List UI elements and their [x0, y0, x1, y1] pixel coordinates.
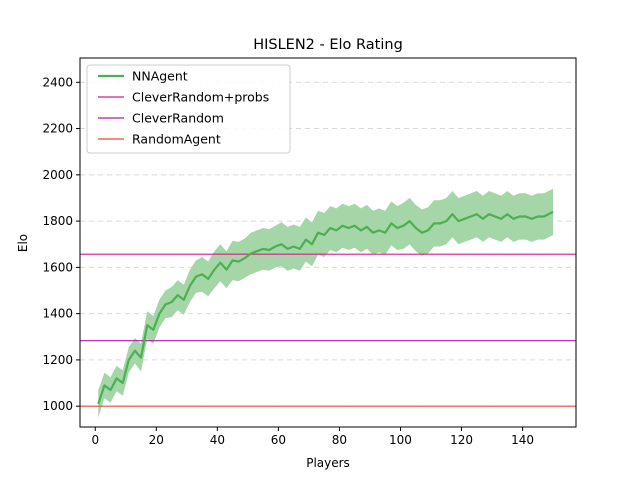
nnagent-band: [98, 188, 554, 418]
x-tick-label: 120: [450, 433, 473, 447]
plot-frame: [79, 57, 577, 428]
x-tick-label: 40: [210, 433, 225, 447]
y-tick-label: 2400: [42, 75, 73, 89]
y-axis-label: Elo: [16, 234, 30, 252]
y-tick-label: 2000: [42, 168, 73, 182]
x-tick-label: 80: [332, 433, 347, 447]
legend-label: CleverRandom: [132, 111, 224, 126]
y-tick-label: 1400: [42, 307, 73, 321]
x-tick-label: 60: [271, 433, 286, 447]
x-axis-label: Players: [306, 456, 350, 470]
legend-label: RandomAgent: [132, 132, 221, 147]
confidence-band: [98, 188, 554, 418]
x-tick-label: 20: [149, 433, 164, 447]
legend: NNAgent CleverRandom+probs CleverRandom Ran…: [86, 64, 291, 154]
y-axis-ticks: 1000 1200 1400 1600 1800 2000 2200 2400: [42, 75, 80, 413]
y-tick-label: 1000: [42, 399, 73, 413]
x-axis-ticks: 0 20 40 60 80 100 120 140: [91, 427, 534, 447]
legend-label: CleverRandom+probs: [132, 90, 269, 105]
chart-title: HISLEN2 - Elo Rating: [253, 37, 403, 53]
y-tick-label: 2200: [42, 122, 73, 136]
nnagent-line-group: [97, 210, 554, 405]
x-tick-label: 0: [91, 433, 99, 447]
x-tick-label: 100: [389, 433, 412, 447]
legend-label: NNAgent: [132, 69, 188, 84]
legend-box: [86, 64, 291, 154]
x-tick-label: 140: [511, 433, 534, 447]
y-tick-label: 1800: [42, 214, 73, 228]
nnagent-line: [97, 210, 554, 405]
y-tick-label: 1200: [42, 353, 73, 367]
y-tick-label: 1600: [42, 260, 73, 274]
baseline-lines: [80, 253, 576, 407]
